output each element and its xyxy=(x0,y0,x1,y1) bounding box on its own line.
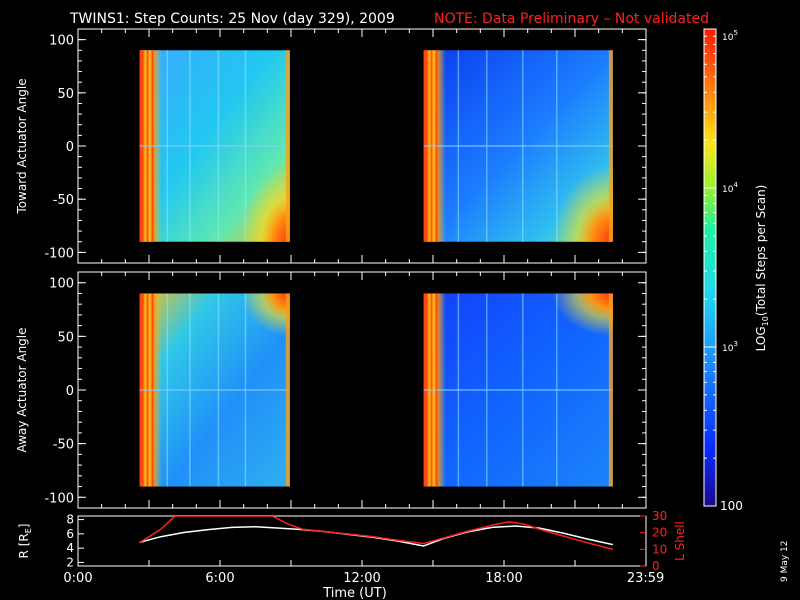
lshell-axis-title: L Shell xyxy=(673,521,687,561)
date-stamp: 9 May 12 xyxy=(780,540,790,582)
r-tick-label: 2 xyxy=(66,555,74,569)
figure-title: TWINS1: Step Counts: 25 Nov (day 329), 2… xyxy=(69,11,395,27)
lshell-tick-label: 10 xyxy=(652,542,667,556)
l-shell-line xyxy=(139,516,614,551)
y-axis-title: Away Actuator Angle xyxy=(15,327,29,452)
y-tick-label: -50 xyxy=(53,193,74,208)
away-actuator-panel: -100 -50 0 50 100 Away Actuator Angle xyxy=(15,271,647,509)
y-tick-label: 100 xyxy=(49,34,74,49)
time-tick-label: 0:00 xyxy=(63,571,92,586)
time-axis-title: Time (UT) xyxy=(322,586,387,600)
spectrogram-pass-1 xyxy=(139,50,290,242)
time-tick-label: 6:00 xyxy=(205,571,234,586)
time-tick-label: 12:00 xyxy=(343,571,380,586)
y-tick-label: 100 xyxy=(49,277,74,292)
colorbar-tick-1e3: 103 xyxy=(722,340,738,354)
r-tick-label: 6 xyxy=(66,527,74,541)
colorbar-ticks xyxy=(704,35,716,507)
spectrogram-pass-2 xyxy=(423,50,613,242)
y-tick-label: 50 xyxy=(57,87,74,102)
time-tick-label: 23:59 xyxy=(627,571,664,586)
y-tick-label: -100 xyxy=(44,246,74,261)
r-tick-label: 4 xyxy=(66,541,74,555)
colorbar-tick-1e4: 104 xyxy=(722,181,738,195)
toward-actuator-panel: -100 -50 0 50 100 Toward Actuator Angle xyxy=(15,28,647,264)
time-tick-label: 18:00 xyxy=(485,571,522,586)
colorbar-label: LOG10(Total Steps per Scan) xyxy=(754,185,770,352)
lshell-tick-label: 20 xyxy=(652,526,667,540)
y-tick-label: 0 xyxy=(66,384,74,399)
spectrogram-pass-1 xyxy=(139,293,290,487)
colorbar-tick-1e5: 105 xyxy=(722,29,738,43)
lshell-tick-label: 30 xyxy=(652,509,667,523)
y-tick-label: -50 xyxy=(53,438,74,453)
panel-frame xyxy=(77,515,647,567)
spectrogram-pass-2 xyxy=(423,293,613,487)
r-axis-title: R [RE] xyxy=(17,524,33,559)
y-axis-title: Toward Actuator Angle xyxy=(15,78,29,214)
colorbar: 100 103 104 105 LOG10(Total Steps per Sc… xyxy=(703,28,770,513)
y-tick-label: 0 xyxy=(66,140,74,155)
y-tick-label: 50 xyxy=(57,330,74,345)
r-re-line xyxy=(139,525,614,547)
y-tick-label: -100 xyxy=(44,491,74,506)
colorbar-tick-100: 100 xyxy=(720,499,743,513)
colorbar-gradient xyxy=(703,28,717,507)
time-axis-labels: 0:00 6:00 12:00 18:00 23:59 xyxy=(63,571,664,586)
lshell-tick-label: 0 xyxy=(652,559,660,573)
r-tick-label: 8 xyxy=(66,513,74,527)
preliminary-note: NOTE: Data Preliminary – Not validated xyxy=(434,11,709,27)
